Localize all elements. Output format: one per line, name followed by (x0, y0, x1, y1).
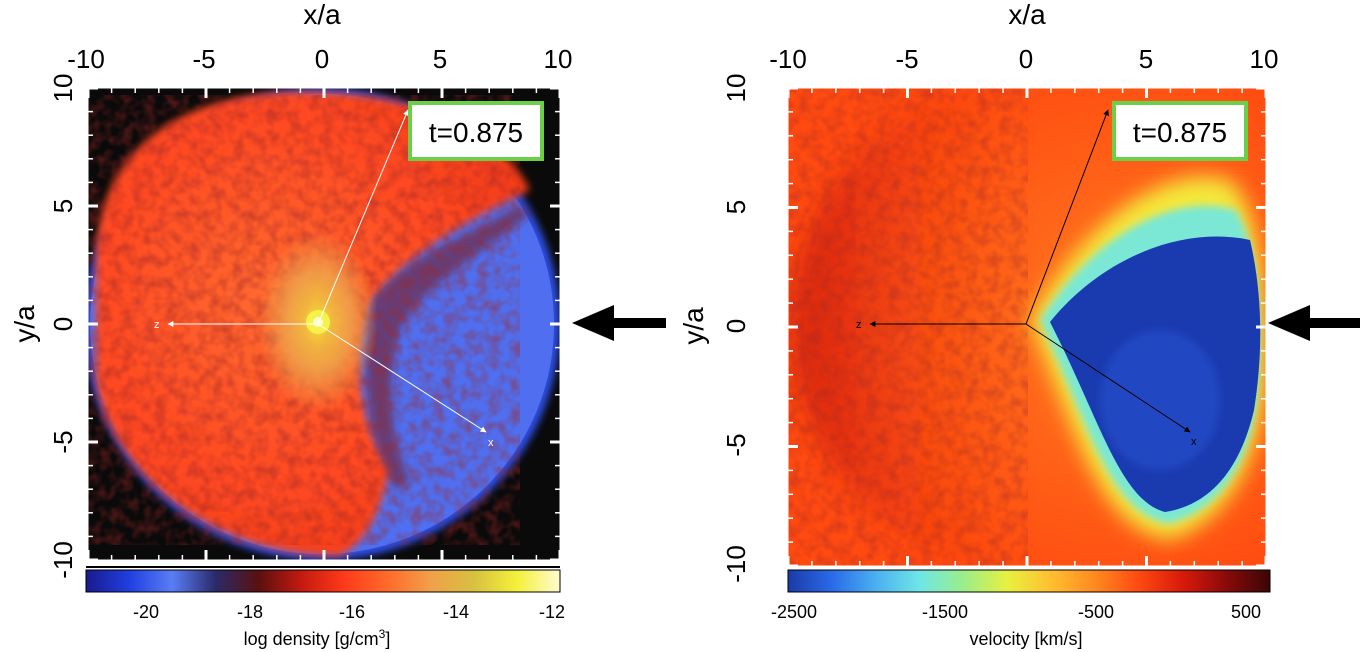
y-tick-label: -10 (48, 541, 78, 579)
colorbar-tick-label: 500 (1231, 602, 1261, 622)
y-tick-labels: 10 5 0 -5 -10 (721, 74, 751, 583)
colorbar-label: log density [g/cm3] (244, 627, 391, 649)
incoming-arrow (1268, 305, 1360, 341)
colorbar-tick-label: -2500 (771, 602, 817, 622)
velocity-colorbar: -2500 -1500 -500 500 velocity [km/s] (771, 569, 1271, 649)
y-axis-label: y/a (9, 305, 40, 343)
colorbar-tick-label: -20 (133, 602, 159, 622)
x-tick-label: 5 (1139, 44, 1153, 74)
vector-x-label: x (488, 437, 494, 449)
colorbar-label: velocity [km/s] (969, 629, 1082, 649)
vector-z-label: z (856, 319, 862, 331)
colorbar-tick-label: -16 (339, 602, 365, 622)
time-box (1112, 101, 1248, 161)
y-tick-label: 5 (48, 199, 78, 213)
colorbar-tick-label: -18 (237, 602, 263, 622)
time-label: t=0.875 (1133, 117, 1227, 148)
colorbar-tick-label: -500 (1078, 602, 1114, 622)
velocity-map: z x t=0.875 (788, 88, 1266, 566)
y-axis-label: y/a (678, 307, 709, 345)
y-tick-label: -5 (48, 430, 78, 453)
vector-x (317, 323, 487, 433)
x-axis-label: x/a (1008, 0, 1046, 30)
vector-x-label: x (1191, 436, 1197, 448)
vector-y (1025, 109, 1109, 325)
colorbar-tick-label: -12 (539, 602, 565, 622)
x-axis-label: x/a (303, 0, 341, 30)
x-tick-labels: -10 -5 0 5 10 (67, 44, 572, 74)
velocity-frame-ticks (786, 86, 1268, 568)
density-panel: z x t=0.875 x/a -10 -5 0 5 10 y/a 10 5 0… (9, 0, 666, 649)
y-tick-label: -5 (721, 433, 751, 456)
x-tick-label: -10 (769, 44, 807, 74)
x-tick-label: 10 (1250, 44, 1279, 74)
y-tick-label: 10 (48, 74, 78, 103)
y-tick-labels: 10 5 0 -5 -10 (48, 74, 78, 579)
x-tick-label: 0 (1019, 44, 1033, 74)
x-tick-labels: -10 -5 0 5 10 (769, 44, 1278, 74)
vector-z-label: z (154, 319, 160, 331)
density-frame-ticks (86, 86, 562, 562)
y-tick-label: 10 (721, 74, 751, 103)
vector-x (1025, 323, 1191, 433)
colorbar-tick-label: -1500 (922, 602, 968, 622)
x-tick-label: 10 (544, 44, 573, 74)
x-tick-label: -10 (67, 44, 105, 74)
y-tick-label: -10 (721, 545, 751, 583)
time-box (408, 101, 544, 161)
x-tick-label: 0 (315, 44, 329, 74)
x-tick-label: -5 (192, 44, 215, 74)
density-colorbar: -20 -18 -16 -14 -12 log density [g/cm3] (85, 566, 565, 649)
x-tick-label: -5 (895, 44, 918, 74)
colorbar-tick-label: -14 (443, 602, 469, 622)
y-tick-label: 0 (721, 319, 751, 333)
y-tick-label: 5 (721, 200, 751, 214)
density-map: z x t=0.875 (88, 88, 560, 560)
x-tick-label: 5 (433, 44, 447, 74)
velocity-panel: z x t=0.875 x/a -10 -5 0 5 10 y/a 10 5 0… (678, 0, 1360, 649)
y-tick-label: 0 (48, 317, 78, 331)
incoming-arrow (572, 305, 666, 341)
vector-y (317, 109, 409, 325)
time-label: t=0.875 (429, 117, 523, 148)
